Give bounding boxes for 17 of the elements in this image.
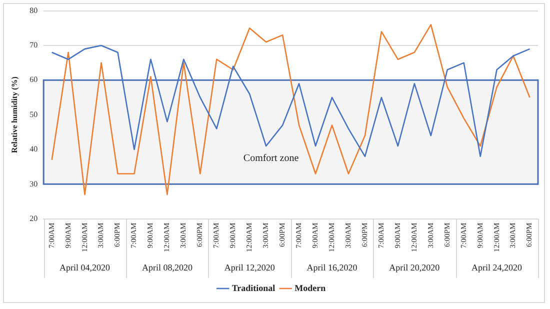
text: April 12,2020 bbox=[224, 262, 276, 272]
y-tick-label: 40 bbox=[30, 144, 38, 154]
y-tick-label: 30 bbox=[30, 179, 38, 188]
y-axis-title: Relative humidity (%) bbox=[10, 76, 19, 154]
text: April 16,2020 bbox=[306, 262, 358, 272]
legend-label: Modern bbox=[294, 282, 326, 293]
text: April 24,2020 bbox=[472, 262, 523, 272]
band-label: Comfort zone bbox=[243, 152, 300, 164]
y-tick-label: 20 bbox=[30, 214, 38, 223]
y-tick-label: 80 bbox=[30, 6, 38, 15]
legend-label: Traditional bbox=[232, 282, 276, 293]
y-tick-label: 70 bbox=[30, 40, 38, 50]
text: April 04,2020 bbox=[60, 262, 111, 272]
y-tick-label: 60 bbox=[30, 75, 38, 84]
text: April 08,2020 bbox=[142, 262, 193, 272]
text: April 20,2020 bbox=[389, 262, 440, 272]
y-tick-label: 50 bbox=[30, 110, 38, 119]
